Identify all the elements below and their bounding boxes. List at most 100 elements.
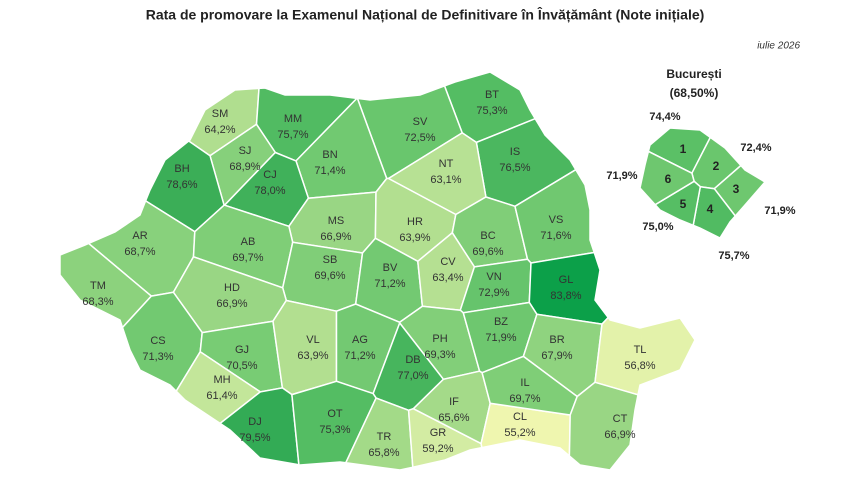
county-code: CV bbox=[440, 256, 456, 268]
county-code: SB bbox=[323, 254, 338, 266]
county-code: BZ bbox=[494, 316, 508, 328]
sector-number: 2 bbox=[713, 159, 720, 173]
county-value: 75,3% bbox=[476, 105, 507, 117]
county-code: DJ bbox=[248, 416, 261, 428]
county-code: BN bbox=[322, 149, 337, 161]
sector-value: 74,4% bbox=[649, 111, 680, 123]
county-value: 61,4% bbox=[206, 390, 237, 402]
county-value: 69,7% bbox=[509, 393, 540, 405]
county-code: MM bbox=[284, 113, 302, 125]
sector-value: 75,7% bbox=[718, 250, 749, 262]
county-value: 56,8% bbox=[624, 360, 655, 372]
county-value: 69,3% bbox=[424, 349, 455, 361]
county-value: 71,4% bbox=[314, 165, 345, 177]
sector-number: 6 bbox=[665, 172, 672, 186]
bucharest-total: (68,50%) bbox=[670, 86, 719, 100]
county-value: 71,9% bbox=[485, 332, 516, 344]
county-code: BT bbox=[485, 89, 499, 101]
county-value: 59,2% bbox=[422, 443, 453, 455]
sector-value: 71,9% bbox=[606, 170, 637, 182]
labels: SM 64,2% MM 75,7% BT 75,3% SV 72,5% BN 71,4% SJ 68,… bbox=[82, 89, 795, 459]
county-code: VL bbox=[306, 334, 319, 346]
county-code: VN bbox=[486, 271, 501, 283]
county-code: OT bbox=[327, 408, 343, 420]
county-code: AG bbox=[352, 334, 368, 346]
county-value: 68,7% bbox=[124, 246, 155, 258]
county-code: IF bbox=[449, 396, 459, 408]
county-value: 71,2% bbox=[374, 278, 405, 290]
county-code: TM bbox=[90, 280, 106, 292]
county-code: AR bbox=[132, 230, 147, 242]
county-value: 55,2% bbox=[504, 427, 535, 439]
sector-number: 3 bbox=[733, 182, 740, 196]
county-value: 70,5% bbox=[226, 360, 257, 372]
county-code: GL bbox=[559, 274, 574, 286]
county-value: 68,3% bbox=[82, 296, 113, 308]
county-code: SJ bbox=[239, 145, 252, 157]
county-code: MH bbox=[213, 374, 230, 386]
county-value: 72,5% bbox=[404, 132, 435, 144]
county-code: HR bbox=[407, 216, 423, 228]
county-value: 71,2% bbox=[344, 350, 375, 362]
bucharest-name: București bbox=[666, 67, 721, 81]
county-value: 63,4% bbox=[432, 272, 463, 284]
sector-value: 75,0% bbox=[642, 221, 673, 233]
county-value: 75,3% bbox=[319, 424, 350, 436]
county-value: 78,6% bbox=[166, 179, 197, 191]
sector bbox=[692, 185, 737, 239]
sector-number: 1 bbox=[680, 142, 687, 156]
county-value: 66,9% bbox=[604, 429, 635, 441]
county-value: 63,9% bbox=[297, 350, 328, 362]
county-code: DB bbox=[405, 354, 420, 366]
county bbox=[594, 316, 696, 396]
county-value: 63,1% bbox=[430, 174, 461, 186]
county-code: CL bbox=[513, 411, 527, 423]
county-code: MS bbox=[328, 215, 345, 227]
sector-number: 5 bbox=[680, 197, 687, 211]
county-code: TL bbox=[634, 344, 647, 356]
sector-value: 72,4% bbox=[740, 142, 771, 154]
county-value: 83,8% bbox=[550, 290, 581, 302]
county-code: CJ bbox=[263, 169, 276, 181]
county-value: 65,8% bbox=[368, 447, 399, 459]
county-value: 71,6% bbox=[540, 230, 571, 242]
sector-value: 71,9% bbox=[764, 205, 795, 217]
county-code: AB bbox=[241, 236, 256, 248]
county-value: 69,6% bbox=[472, 246, 503, 258]
county-code: IS bbox=[510, 146, 520, 158]
county-value: 63,9% bbox=[399, 232, 430, 244]
title: Rata de promovare la Examenul Național d… bbox=[146, 6, 705, 23]
county-code: GJ bbox=[235, 344, 249, 356]
county-value: 64,2% bbox=[204, 124, 235, 136]
sector-number: 4 bbox=[707, 202, 714, 216]
county-code: BR bbox=[549, 334, 564, 346]
date: iulie 2026 bbox=[757, 41, 800, 52]
county-value: 77,0% bbox=[397, 370, 428, 382]
county-value: 75,7% bbox=[277, 129, 308, 141]
county-code: BC bbox=[480, 230, 495, 242]
county-code: IL bbox=[520, 377, 529, 389]
county-value: 67,9% bbox=[541, 350, 572, 362]
county bbox=[568, 381, 639, 471]
county-code: NT bbox=[439, 158, 454, 170]
county-code: HD bbox=[224, 282, 240, 294]
county-value: 69,7% bbox=[232, 252, 263, 264]
county bbox=[291, 380, 377, 466]
county bbox=[528, 251, 610, 325]
county-code: VS bbox=[549, 214, 564, 226]
county bbox=[272, 299, 338, 396]
county-value: 72,9% bbox=[478, 287, 509, 299]
county-value: 66,9% bbox=[216, 298, 247, 310]
county-value: 68,9% bbox=[229, 161, 260, 173]
county-value: 69,6% bbox=[314, 270, 345, 282]
county-code: GR bbox=[430, 427, 447, 439]
county-value: 71,3% bbox=[142, 351, 173, 363]
county-value: 65,6% bbox=[438, 412, 469, 424]
county-value: 79,5% bbox=[239, 432, 270, 444]
sector bbox=[639, 150, 695, 206]
county-code: CS bbox=[150, 335, 165, 347]
county bbox=[481, 355, 579, 416]
county-value: 66,9% bbox=[320, 231, 351, 243]
county-code: PH bbox=[432, 333, 447, 345]
